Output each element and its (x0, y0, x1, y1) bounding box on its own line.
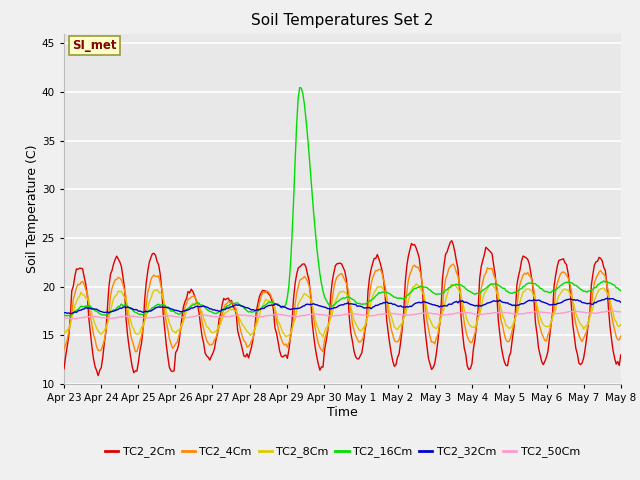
TC2_8Cm (244, 330, 252, 336)
TC2_50Cm (228, 313, 236, 319)
Title: Soil Temperatures Set 2: Soil Temperatures Set 2 (252, 13, 433, 28)
TC2_50Cm (255, 314, 263, 320)
TC2_4Cm (589, 289, 596, 295)
TC2_4Cm (60, 346, 68, 352)
TC2_2Cm (617, 352, 625, 358)
TC2_16Cm (246, 309, 254, 314)
TC2_2Cm (589, 271, 596, 277)
TC2_2Cm (255, 294, 263, 300)
TC2_2Cm (60, 366, 68, 372)
TC2_16Cm (130, 309, 138, 314)
TC2_32Cm (228, 304, 236, 310)
TC2_8Cm (254, 318, 262, 324)
TC2_32Cm (588, 301, 595, 307)
TC2_16Cm (307, 171, 314, 177)
TC2_4Cm (129, 338, 136, 344)
TC2_8Cm (129, 324, 136, 329)
TC2_8Cm (303, 293, 311, 299)
TC2_2Cm (305, 277, 313, 283)
Y-axis label: Soil Temperature (C): Soil Temperature (C) (26, 144, 39, 273)
TC2_4Cm (244, 343, 252, 349)
Legend: TC2_2Cm, TC2_4Cm, TC2_8Cm, TC2_16Cm, TC2_32Cm, TC2_50Cm: TC2_2Cm, TC2_4Cm, TC2_8Cm, TC2_16Cm, TC2… (100, 442, 584, 462)
TC2_50Cm (130, 313, 138, 319)
TC2_2Cm (246, 349, 254, 355)
TC2_2Cm (228, 298, 236, 303)
TC2_32Cm (130, 307, 138, 312)
Line: TC2_8Cm: TC2_8Cm (64, 284, 621, 337)
TC2_4Cm (303, 278, 311, 284)
TC2_50Cm (305, 312, 313, 318)
TC2_2Cm (448, 238, 456, 243)
TC2_32Cm (255, 307, 263, 312)
TC2_32Cm (67, 311, 74, 316)
TC2_50Cm (606, 308, 614, 314)
TC2_16Cm (67, 313, 74, 319)
TC2_4Cm (319, 349, 327, 355)
TC2_50Cm (617, 309, 625, 315)
TC2_4Cm (449, 261, 457, 267)
TC2_8Cm (60, 330, 68, 336)
X-axis label: Time: Time (327, 406, 358, 419)
TC2_16Cm (296, 84, 303, 90)
Line: TC2_32Cm: TC2_32Cm (64, 299, 621, 313)
Line: TC2_16Cm: TC2_16Cm (64, 87, 621, 316)
TC2_16Cm (617, 288, 625, 294)
Text: SI_met: SI_met (72, 39, 117, 52)
TC2_50Cm (588, 310, 595, 316)
TC2_16Cm (228, 300, 236, 306)
TC2_8Cm (617, 322, 625, 327)
TC2_16Cm (589, 287, 596, 292)
TC2_8Cm (589, 306, 596, 312)
TC2_32Cm (305, 301, 313, 307)
TC2_50Cm (60, 315, 68, 321)
TC2_50Cm (246, 313, 254, 319)
TC2_32Cm (246, 306, 254, 312)
TC2_8Cm (319, 334, 327, 340)
Line: TC2_4Cm: TC2_4Cm (64, 264, 621, 352)
Line: TC2_2Cm: TC2_2Cm (64, 240, 621, 376)
TC2_2Cm (94, 373, 102, 379)
TC2_16Cm (60, 312, 68, 318)
Line: TC2_50Cm: TC2_50Cm (64, 311, 621, 319)
TC2_32Cm (60, 310, 68, 316)
TC2_50Cm (68, 316, 76, 322)
TC2_4Cm (617, 333, 625, 339)
TC2_8Cm (226, 305, 234, 311)
TC2_16Cm (255, 306, 263, 312)
TC2_2Cm (130, 370, 138, 376)
TC2_32Cm (603, 296, 611, 301)
TC2_32Cm (617, 300, 625, 305)
TC2_8Cm (412, 281, 420, 287)
TC2_4Cm (254, 307, 262, 312)
TC2_4Cm (226, 299, 234, 305)
